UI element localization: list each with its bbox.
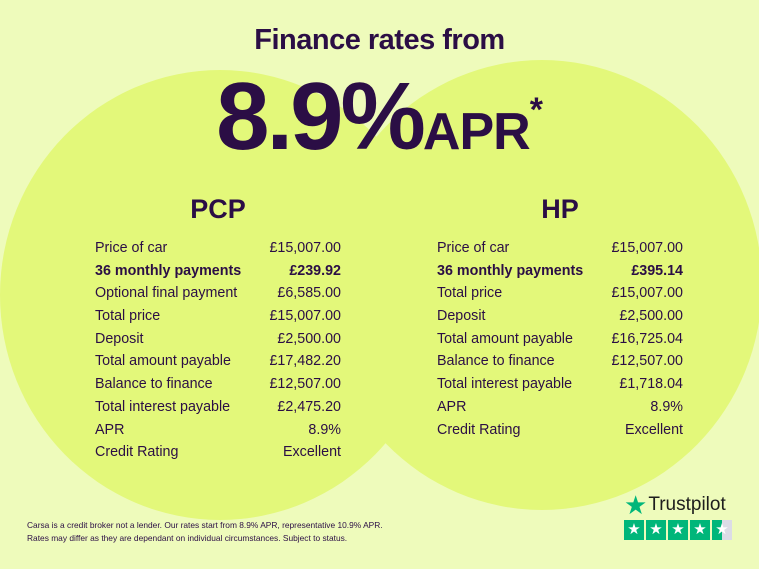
trustpilot-badge[interactable]: ★ Trustpilot ★ ★ ★ ★ ★ (624, 490, 732, 540)
row-value: £6,585.00 (277, 285, 341, 302)
row-value: £1,718.04 (619, 376, 683, 393)
asterisk: * (529, 91, 543, 129)
hp-row: Price of car £15,007.00 (437, 237, 683, 260)
rating-star-icon: ★ (712, 520, 732, 540)
pcp-row: APR 8.9% (95, 419, 341, 442)
row-label: Credit Rating (95, 444, 179, 461)
row-value: £15,007.00 (269, 308, 341, 325)
hp-row: Deposit £2,500.00 (437, 305, 683, 328)
row-label: Total amount payable (437, 330, 573, 347)
disclaimer: Carsa is a credit broker not a lender. O… (27, 519, 383, 544)
row-label: Price of car (95, 240, 168, 256)
row-label: Deposit (95, 330, 144, 347)
pcp-row: Optional final payment £6,585.00 (95, 282, 341, 305)
row-label: Total interest payable (437, 376, 573, 393)
row-label: Balance to finance (95, 376, 213, 393)
row-value: £2,475.20 (277, 398, 341, 415)
disclaimer-line-1: Carsa is a credit broker not a lender. O… (27, 520, 383, 530)
row-value: £239.92 (289, 262, 341, 279)
row-value: £15,007.00 (611, 285, 683, 302)
row-label: Credit Rating (437, 421, 521, 438)
rating-star-icon: ★ (690, 520, 710, 540)
background-circle-right (322, 60, 759, 510)
row-label: APR (95, 421, 125, 438)
pcp-row: 36 monthly payments £239.92 (95, 260, 341, 283)
row-value: £15,007.00 (611, 240, 683, 256)
row-label: Balance to finance (437, 353, 555, 370)
hp-row: APR 8.9% (437, 396, 683, 419)
row-label: Total amount payable (95, 353, 231, 370)
row-label: APR (437, 398, 467, 415)
hp-row: Credit Rating Excellent (437, 419, 683, 442)
row-value: £12,507.00 (611, 353, 683, 370)
pcp-row: Price of car £15,007.00 (95, 237, 341, 260)
pcp-row: Total amount payable £17,482.20 (95, 350, 341, 373)
hp-table: HP Price of car £15,007.00 36 monthly paym… (437, 194, 683, 441)
row-value: Excellent (282, 444, 341, 461)
row-value: 8.9% (308, 421, 341, 438)
row-label: 36 monthly payments (95, 262, 242, 279)
headline: Finance rates from (254, 24, 505, 56)
pcp-row: Deposit £2,500.00 (95, 328, 341, 351)
hp-row: Total amount payable £16,725.04 (437, 328, 683, 351)
row-value: £395.14 (631, 262, 683, 279)
row-value: Excellent (624, 421, 683, 438)
trustpilot-star-icon: ★ (624, 490, 648, 520)
row-value: £12,507.00 (269, 376, 341, 393)
pcp-title: PCP (190, 194, 246, 224)
pcp-row: Total price £15,007.00 (95, 305, 341, 328)
row-label: Total interest payable (95, 398, 231, 415)
rating-star-icon: ★ (646, 520, 666, 540)
pcp-row: Total interest payable £2,475.20 (95, 396, 341, 419)
disclaimer-line-2: Rates may differ as they are dependant o… (27, 532, 348, 543)
trustpilot-name: Trustpilot (648, 494, 726, 515)
row-value: £2,500.00 (277, 330, 341, 347)
row-label: Optional final payment (95, 285, 238, 302)
hp-row: Total price £15,007.00 (437, 282, 683, 305)
apr-label: APR (422, 103, 531, 161)
rating-star-icon: ★ (668, 520, 688, 540)
row-label: Total price (95, 308, 161, 325)
row-label: Total price (437, 285, 503, 302)
row-value: £17,482.20 (269, 353, 341, 370)
row-value: £2,500.00 (619, 308, 683, 325)
pcp-row: Credit Rating Excellent (95, 441, 341, 464)
hp-title: HP (541, 194, 579, 224)
row-label: Deposit (437, 308, 486, 325)
rate-display: 8.9%APR* (0, 62, 759, 172)
row-value: £15,007.00 (269, 240, 341, 256)
row-label: Price of car (437, 240, 510, 256)
pcp-table: PCP Price of car £15,007.00 36 monthly pay… (95, 194, 341, 464)
rate-value: 8.9% (216, 63, 426, 170)
pcp-row: Balance to finance £12,507.00 (95, 373, 341, 396)
hp-row: Balance to finance £12,507.00 (437, 350, 683, 373)
trustpilot-rating: ★ ★ ★ ★ ★ (624, 520, 732, 540)
hp-row: 36 monthly payments £395.14 (437, 260, 683, 283)
row-value: 8.9% (650, 398, 683, 415)
row-label: 36 monthly payments (437, 262, 584, 279)
hp-row: Total interest payable £1,718.04 (437, 373, 683, 396)
row-value: £16,725.04 (611, 330, 683, 347)
rating-star-icon: ★ (624, 520, 644, 540)
